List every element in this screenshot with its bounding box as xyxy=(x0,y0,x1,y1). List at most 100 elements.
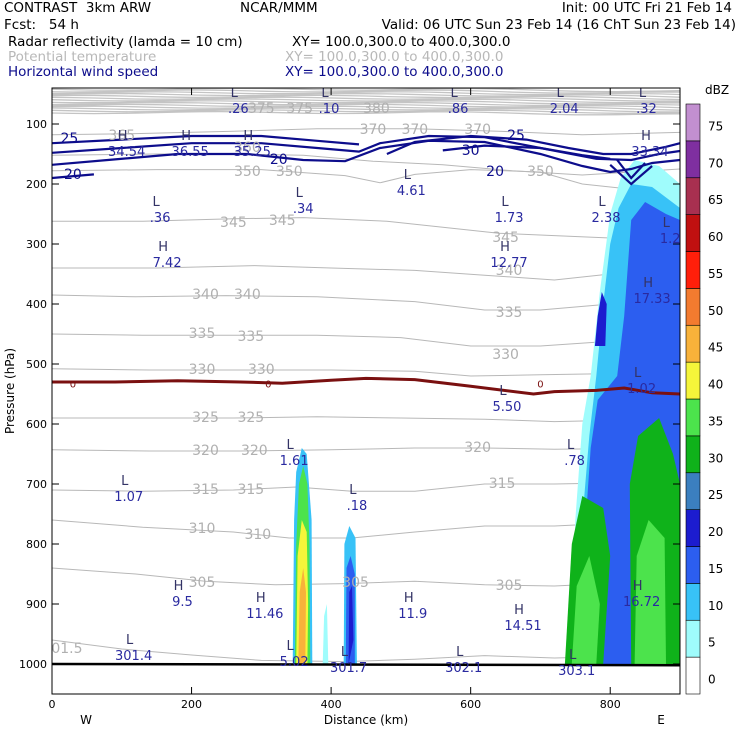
theta-label: 305 xyxy=(189,575,216,591)
colorbar-segment xyxy=(685,214,701,252)
extremum-value: .36 xyxy=(150,211,171,226)
theta-label: 330 xyxy=(248,362,275,378)
strat-contour xyxy=(52,100,680,105)
extremum-letter: L xyxy=(126,633,134,648)
wind-contours xyxy=(52,134,680,186)
colorbar-segment xyxy=(685,103,701,142)
colorbar-segment xyxy=(685,177,701,215)
theta-label: 350 xyxy=(234,164,261,180)
wind-label: 20 xyxy=(486,164,504,180)
theta-label: 340 xyxy=(234,287,261,303)
extremum-letter: L xyxy=(569,648,577,663)
freezing-level-line xyxy=(52,376,680,396)
y-tick-label: 800 xyxy=(26,538,47,551)
freezing-level-label: 0 xyxy=(265,379,271,390)
extremum-letter: L xyxy=(153,195,161,210)
extremum-value: 11.46 xyxy=(246,607,283,622)
colorbar-segment xyxy=(685,619,701,658)
extremum-letter: H xyxy=(174,579,184,594)
x-tick-label: 800 xyxy=(600,698,621,711)
field-reflectivity-xy: XY= 100.0,300.0 to 400.0,300.0 xyxy=(292,34,511,50)
extremum-letter: H xyxy=(633,579,643,594)
reflectivity-area xyxy=(634,520,666,664)
theta-label: 320 xyxy=(464,440,491,456)
x-tick-label: 0 xyxy=(49,698,56,711)
strat-contour xyxy=(52,105,680,111)
colorbar-label: 25 xyxy=(708,488,723,502)
extremum-letter: H xyxy=(256,591,266,606)
freezing-level-labels: 0 0 0 xyxy=(70,379,544,390)
theta-label: 375 xyxy=(286,101,313,117)
theta-label: 345 xyxy=(220,215,247,231)
wind-labels: 25 20 30 25 20 20 xyxy=(61,128,525,183)
colorbar-label: 35 xyxy=(708,414,723,428)
strat-contour xyxy=(52,91,680,96)
extremum-letter: H xyxy=(181,129,191,144)
theta-label: 345 xyxy=(492,230,519,246)
colorbar-segment xyxy=(685,288,701,326)
theta-label: 305 xyxy=(496,578,523,594)
extremum-letter: L xyxy=(321,86,329,101)
theta-label: 375 xyxy=(248,101,275,117)
wind-contour xyxy=(442,144,611,160)
extremum-value: 35.25 xyxy=(234,145,271,160)
extremum-value: 11.9 xyxy=(398,607,427,622)
strat-contour xyxy=(52,89,680,94)
extremum-value: 2.38 xyxy=(592,211,621,226)
x-tick-label: 400 xyxy=(321,698,342,711)
extremum-value: 36.55 xyxy=(172,145,209,160)
wind-contour xyxy=(52,134,360,146)
extremum-value: 301.4 xyxy=(115,649,152,664)
colorbar-label: 15 xyxy=(708,562,723,576)
wind-contour xyxy=(616,159,646,180)
strat-contour xyxy=(52,107,680,113)
extremum-letter: H xyxy=(643,276,653,291)
extremum-value: 1.07 xyxy=(114,490,143,505)
y-tick-label: 600 xyxy=(26,418,47,431)
strat-contour xyxy=(52,103,680,109)
extremum-value: 1.02 xyxy=(627,382,656,397)
extremum-letter: H xyxy=(243,129,253,144)
colorbar-label: 30 xyxy=(708,451,723,465)
colorbar-label: 40 xyxy=(708,378,723,392)
extremum-value: .26 xyxy=(228,102,249,117)
field-reflectivity: Radar reflectivity (lamda = 10 cm) xyxy=(8,34,243,50)
reflectivity-area xyxy=(594,292,607,346)
colorbar-segment xyxy=(685,546,701,584)
x-tick-label: 200 xyxy=(181,698,202,711)
init-time: Init: 00 UTC Fri 21 Feb 14 xyxy=(561,0,732,16)
theta-contour xyxy=(52,447,680,452)
stratosphere-dense-contours xyxy=(52,88,680,116)
colorbar-segment xyxy=(685,324,701,363)
extremum-value: .86 xyxy=(448,102,469,117)
wind-label: 20 xyxy=(270,152,288,168)
y-tick-label: 700 xyxy=(26,478,47,491)
valid-time: Valid: 06 UTC Sun 23 Feb 14 (16 ChT Sun … xyxy=(381,17,736,33)
theta-label: 370 xyxy=(360,122,387,138)
colorbar-segment xyxy=(685,398,701,437)
theta-label: 305 xyxy=(342,575,369,591)
colorbar: 0 5 10 15 20 25 30 35 40 45 50 55 60 65 70 75 dBZ xyxy=(685,83,729,695)
extremum-value: 2.04 xyxy=(550,102,579,117)
theta-label: 350 xyxy=(527,164,554,180)
wind-label: 20 xyxy=(64,167,82,183)
theta-label: 330 xyxy=(189,362,216,378)
colorbar-label: 45 xyxy=(708,341,723,355)
strat-contour xyxy=(52,109,680,114)
y-tick-label: 500 xyxy=(26,358,47,371)
theta-label: 325 xyxy=(237,410,264,426)
extremum-value: .10 xyxy=(319,102,340,117)
wind-contour xyxy=(386,134,680,156)
x-west-label: W xyxy=(80,713,92,727)
theta-label: 330 xyxy=(492,347,519,363)
extremum-letter: L xyxy=(121,474,129,489)
extremum-letter: L xyxy=(501,195,509,210)
extremum-value: 1.2 xyxy=(660,232,681,247)
extremum-value: 5.50 xyxy=(492,400,521,415)
wind-label: 25 xyxy=(61,131,79,147)
reflectivity-shading xyxy=(292,160,680,664)
extremum-value: .32 xyxy=(636,102,657,117)
extremum-value: 1.73 xyxy=(495,211,524,226)
